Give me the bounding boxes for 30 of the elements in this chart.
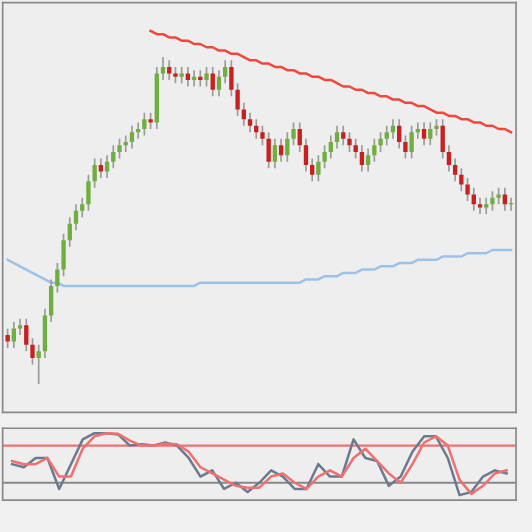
candlestick <box>11 321 17 349</box>
candlestick <box>247 111 253 134</box>
candlestick <box>471 187 476 212</box>
candlestick <box>5 327 10 349</box>
candlestick <box>341 124 346 147</box>
candlestick <box>421 121 427 147</box>
candlestick <box>428 121 433 147</box>
candlestick <box>185 66 191 88</box>
candlestick <box>142 111 147 137</box>
candlestick <box>334 124 340 150</box>
candlestick <box>111 144 116 170</box>
candlestick <box>285 131 290 163</box>
candlestick <box>328 134 333 160</box>
candlestick <box>502 187 508 212</box>
candlestick <box>490 190 495 212</box>
candlestick <box>359 144 365 173</box>
candlestick <box>409 124 414 160</box>
candlestick <box>347 131 352 153</box>
candlestick <box>24 317 29 353</box>
candlestick <box>384 124 389 147</box>
candlestick <box>98 157 104 179</box>
candlestick <box>129 124 135 150</box>
candlestick <box>278 137 284 163</box>
candlestick <box>210 66 215 98</box>
candlestick <box>272 137 278 170</box>
candlestick <box>266 131 271 170</box>
candlestick <box>117 137 122 160</box>
candlestick <box>365 147 371 173</box>
candlestick <box>397 118 402 150</box>
candlestick <box>204 66 209 88</box>
